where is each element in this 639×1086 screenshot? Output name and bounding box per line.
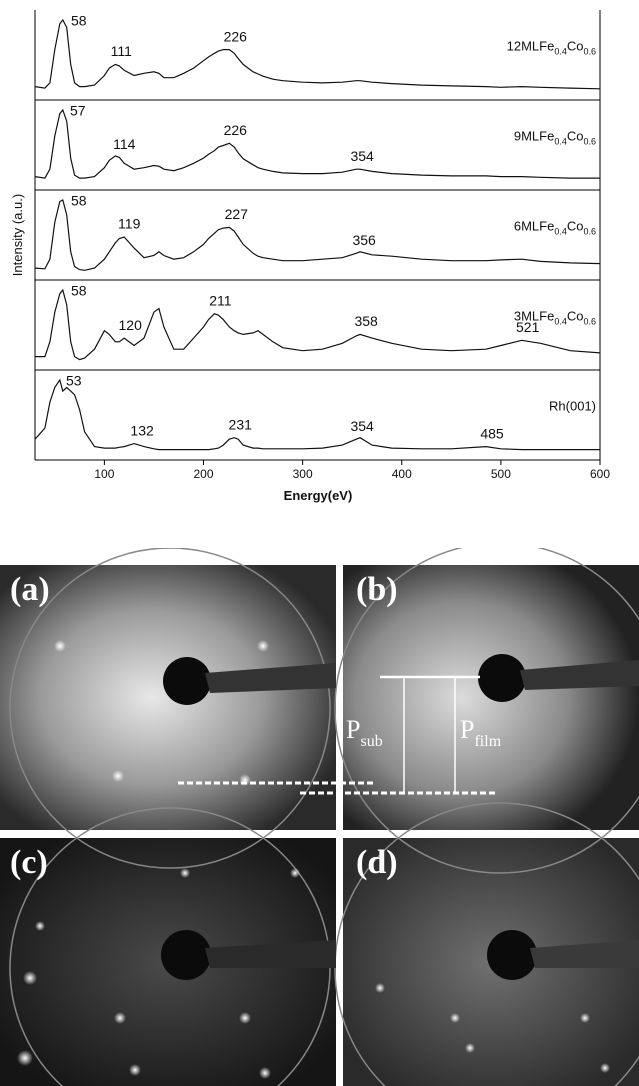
subscript: 0.6 (583, 137, 596, 147)
peak-label: 58 (71, 193, 87, 209)
x-tick-label: 400 (392, 467, 412, 481)
legend-text: 9MLFe (514, 129, 554, 144)
p-film-index: film (474, 733, 501, 750)
legend-entry: 9MLFe0.4Co0.6 (514, 129, 596, 147)
subscript: 0.4 (554, 47, 567, 57)
legend-text: Rh(001) (549, 399, 596, 414)
legend-text: 3MLFe (514, 309, 554, 324)
peak-label: 114 (113, 136, 136, 152)
peak-label: 358 (354, 313, 378, 329)
peak-label: 354 (350, 148, 374, 164)
subscript: 0.6 (583, 227, 596, 237)
p-film-main: P (460, 715, 474, 744)
x-axis-label: Energy(eV) (284, 488, 353, 503)
peak-label: 120 (119, 317, 143, 333)
peak-label: 132 (130, 422, 154, 438)
legend-entry: 6MLFe0.4Co0.6 (514, 219, 596, 237)
spectrum (35, 380, 600, 450)
peak-label: 226 (224, 122, 248, 138)
x-tick-label: 600 (590, 467, 610, 481)
x-tick-label: 500 (491, 467, 511, 481)
subscript: 0.6 (583, 317, 596, 327)
peak-label: 227 (225, 206, 249, 222)
panel-label: (d) (356, 844, 398, 881)
legend-text: Co (567, 129, 584, 144)
peak-label: 119 (118, 216, 141, 232)
aes-chart: Intensity (a.u.) Energy(eV) 100 200 300 400… (0, 0, 639, 520)
panel-label: (c) (10, 844, 48, 881)
x-tick-label: 100 (94, 467, 114, 481)
legend-entry: Rh(001) (549, 399, 596, 414)
p-sub-main: P (346, 715, 360, 744)
peak-label: 485 (480, 425, 504, 441)
x-tick-label: 200 (193, 467, 213, 481)
x-tick-label: 300 (293, 467, 313, 481)
peak-label: 226 (224, 28, 248, 44)
peak-label: 231 (229, 416, 253, 432)
figure: Intensity (a.u.) Energy(eV) 100 200 300 400… (0, 0, 639, 1086)
peak-label: 211 (209, 292, 232, 308)
image-a (0, 565, 336, 830)
subscript: 0.4 (554, 137, 567, 147)
legend-entry: 12MLFe0.4Co0.6 (507, 39, 596, 57)
peak-label: 58 (71, 13, 87, 29)
subscript: 0.6 (583, 47, 596, 57)
panel-label: (a) (10, 571, 50, 608)
peak-label: 354 (350, 418, 374, 434)
subscript: 0.4 (554, 317, 567, 327)
y-axis-label: Intensity (a.u.) (10, 194, 25, 276)
p-sub-index: sub (360, 733, 382, 750)
legend-text: 6MLFe (514, 219, 554, 234)
panel-label: (b) (356, 571, 398, 608)
spectrum (35, 200, 600, 270)
legend-text: Co (567, 39, 584, 54)
legend-text: Co (567, 219, 584, 234)
peak-label: 53 (66, 373, 82, 389)
peak-label: 356 (352, 232, 376, 248)
legend-text: 12MLFe (507, 39, 555, 54)
leed-images: (a) (b) (c) (d) Psub Pfilm (0, 548, 639, 1086)
subscript: 0.4 (554, 227, 567, 237)
legend-text: Co (567, 309, 584, 324)
peak-label: 111 (111, 43, 132, 59)
peak-label: 57 (70, 103, 86, 119)
peak-label: 58 (71, 283, 87, 299)
